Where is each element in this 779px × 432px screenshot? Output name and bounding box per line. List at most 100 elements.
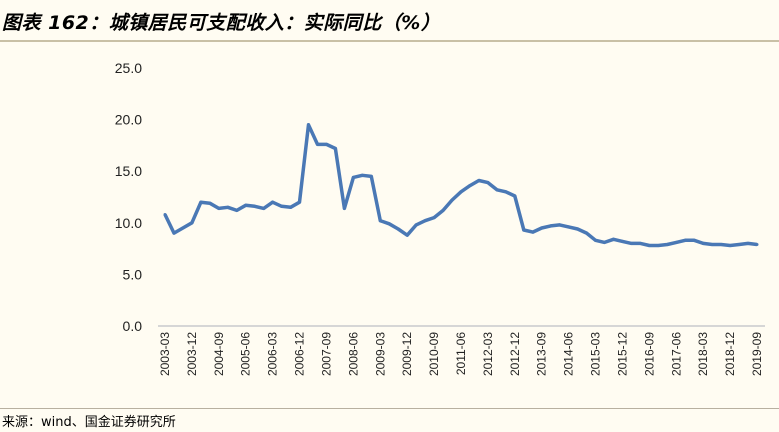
data-point <box>208 201 212 205</box>
data-point <box>647 244 651 248</box>
data-point <box>199 200 203 204</box>
x-tick-label: 2010-09 <box>427 332 441 376</box>
x-tick-label: 2015-03 <box>589 332 603 376</box>
x-tick-label: 2009-03 <box>373 332 387 376</box>
x-axis-ticks: 2003-03 2003-12 2004-09 2005-06 2006-03 2006-… <box>158 332 764 376</box>
data-point <box>450 198 454 202</box>
data-point <box>342 206 346 210</box>
x-tick-label: 2014-06 <box>562 332 576 376</box>
x-tick-label: 2006-03 <box>266 332 280 376</box>
x-tick-label: 2012-03 <box>481 332 495 376</box>
data-point <box>405 233 409 237</box>
data-point <box>262 206 266 210</box>
data-point <box>611 237 615 241</box>
data-point <box>522 228 526 232</box>
data-point <box>459 190 463 194</box>
x-tick-label: 2016-09 <box>642 332 656 376</box>
data-points <box>163 123 759 248</box>
data-point <box>396 227 400 231</box>
data-point <box>190 221 194 225</box>
data-point <box>387 222 391 226</box>
data-point <box>549 224 553 228</box>
x-tick-label: 2018-03 <box>696 332 710 376</box>
title-divider <box>0 40 779 42</box>
x-tick-label: 2008-06 <box>346 332 360 376</box>
data-point <box>307 123 311 127</box>
data-point <box>235 208 239 212</box>
data-point <box>638 241 642 245</box>
data-point <box>477 178 481 182</box>
x-tick-label: 2017-06 <box>669 332 683 376</box>
data-point <box>710 242 714 246</box>
data-point <box>217 206 221 210</box>
data-point <box>728 244 732 248</box>
data-point <box>540 226 544 230</box>
data-point <box>674 240 678 244</box>
data-point <box>585 231 589 235</box>
y-tick-label: 15.0 <box>115 163 142 179</box>
x-tick-label: 2011-06 <box>454 332 468 375</box>
data-point <box>558 223 562 227</box>
data-point <box>423 219 427 223</box>
x-tick-label: 2019-09 <box>750 332 764 376</box>
source-divider <box>0 408 779 409</box>
data-point <box>172 231 176 235</box>
data-point <box>495 188 499 192</box>
data-point <box>719 242 723 246</box>
data-point <box>289 205 293 209</box>
y-tick-label: 10.0 <box>115 215 142 231</box>
x-tick-label: 2018-12 <box>723 332 737 376</box>
data-point <box>226 205 230 209</box>
data-point <box>594 238 598 242</box>
data-point <box>324 142 328 146</box>
data-point <box>656 244 660 248</box>
data-point <box>244 203 248 207</box>
data-point <box>432 216 436 220</box>
data-point <box>737 242 741 246</box>
data-point <box>576 227 580 231</box>
data-point <box>531 230 535 234</box>
y-tick-label: 5.0 <box>123 266 143 282</box>
x-tick-label: 2015-12 <box>615 332 629 376</box>
data-point <box>620 239 624 243</box>
data-point <box>333 146 337 150</box>
y-tick-label: 0.0 <box>123 318 143 334</box>
data-point <box>351 175 355 179</box>
data-point <box>315 142 319 146</box>
data-point <box>603 240 607 244</box>
data-point <box>441 208 445 212</box>
data-point <box>468 184 472 188</box>
data-point <box>513 194 517 198</box>
data-point <box>253 204 257 208</box>
data-point <box>755 242 759 246</box>
data-point <box>181 226 185 230</box>
x-tick-label: 2005-06 <box>239 332 253 376</box>
x-tick-label: 2004-09 <box>212 332 226 376</box>
x-tick-label: 2003-03 <box>158 332 172 376</box>
data-point <box>360 173 364 177</box>
chart-title: 图表 162：城镇居民可支配收入：实际同比（%） <box>2 12 441 34</box>
data-point <box>486 181 490 185</box>
data-point <box>163 213 167 217</box>
data-point <box>414 223 418 227</box>
data-point <box>378 219 382 223</box>
x-tick-label: 2012-12 <box>508 332 522 376</box>
data-point <box>504 190 508 194</box>
data-point <box>665 242 669 246</box>
data-point <box>629 241 633 245</box>
data-point <box>567 225 571 229</box>
data-point <box>298 200 302 204</box>
x-tick-label: 2013-09 <box>535 332 549 376</box>
series-line <box>163 123 758 248</box>
data-point <box>683 238 687 242</box>
data-point <box>280 204 284 208</box>
y-tick-label: 20.0 <box>115 112 142 128</box>
x-tick-label: 2007-09 <box>319 332 333 376</box>
data-point <box>692 238 696 242</box>
x-tick-label: 2009-12 <box>400 332 414 376</box>
y-axis-ticks: 0.0 5.0 10.0 15.0 20.0 25.0 <box>115 60 142 334</box>
source-note: 来源：wind、国金证券研究所 <box>2 415 176 430</box>
data-point <box>369 174 373 178</box>
x-tick-label: 2003-12 <box>185 332 199 376</box>
data-point <box>746 241 750 245</box>
